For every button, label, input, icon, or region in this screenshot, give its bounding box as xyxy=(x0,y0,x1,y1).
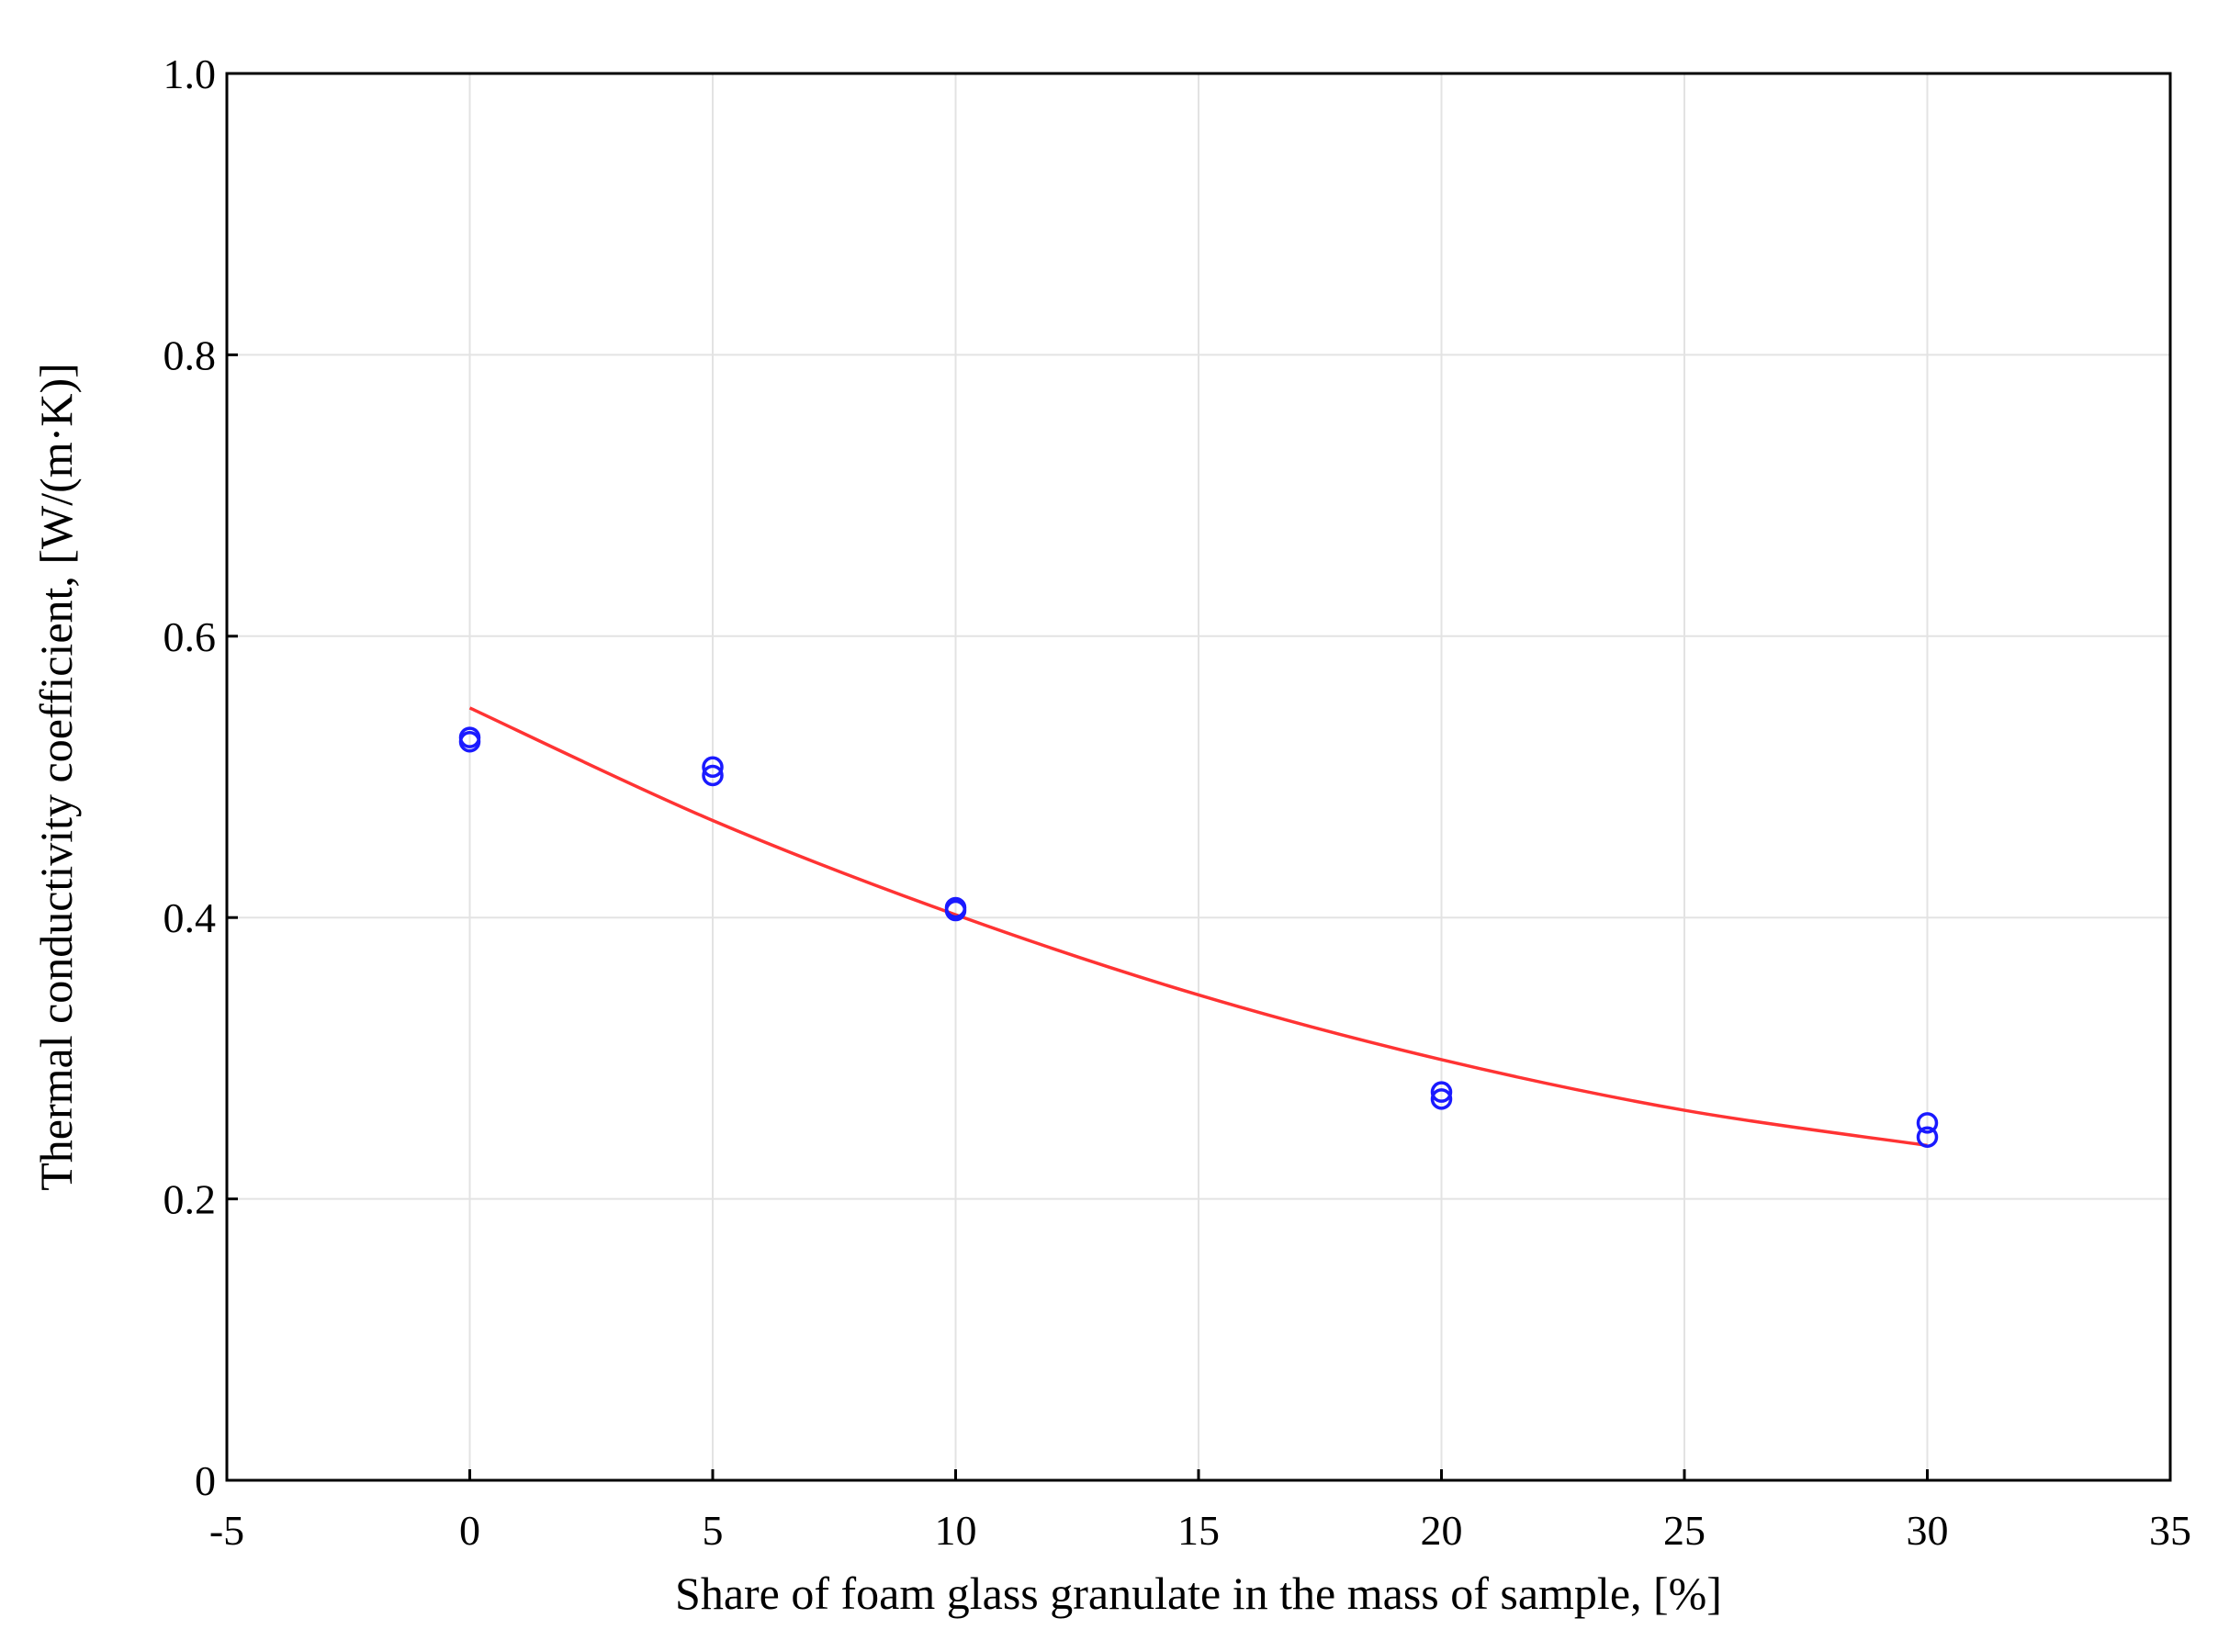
y-tick-labels: 0 0.2 0.4 0.6 0.8 1.0 xyxy=(163,51,217,1504)
x-tick-label: 30 xyxy=(1907,1507,1949,1554)
data-point xyxy=(1916,1112,1939,1134)
y-tick-label: 0.2 xyxy=(163,1176,217,1223)
axis-ticks xyxy=(225,72,2172,1482)
x-tick-label: 10 xyxy=(935,1507,977,1554)
y-axis-label: Thermal conductivity coefficient, [W/(m·… xyxy=(30,363,82,1191)
data-point xyxy=(702,764,724,787)
data-point xyxy=(1430,1088,1453,1110)
x-tick-labels: -5 0 5 10 15 20 25 30 35 xyxy=(209,1507,2191,1554)
data-point xyxy=(944,896,967,919)
data-point xyxy=(1916,1126,1939,1148)
y-tick-label: 0.4 xyxy=(163,894,217,941)
data-point xyxy=(702,756,724,779)
x-tick-label: -5 xyxy=(209,1507,244,1554)
x-axis-label: Share of foam glass granulate in the mas… xyxy=(675,1568,1722,1619)
x-tick-label: 25 xyxy=(1663,1507,1706,1554)
x-tick-label: 20 xyxy=(1421,1507,1463,1554)
x-tick-label: 15 xyxy=(1177,1507,1220,1554)
y-tick-label: 0.8 xyxy=(163,332,217,378)
data-points-layer xyxy=(458,726,1939,1148)
y-tick-label: 0 xyxy=(195,1457,216,1504)
x-tick-label: 0 xyxy=(459,1507,480,1554)
y-tick-label: 0.6 xyxy=(163,613,217,660)
x-tick-label: 5 xyxy=(703,1507,724,1554)
fit-curve-layer xyxy=(468,706,1928,1148)
data-point xyxy=(1430,1081,1453,1103)
grid xyxy=(227,73,2170,1480)
x-tick-label: 35 xyxy=(2149,1507,2191,1554)
data-point xyxy=(458,726,481,748)
fit-curve xyxy=(468,706,1928,1148)
y-tick-label: 1.0 xyxy=(163,51,217,97)
